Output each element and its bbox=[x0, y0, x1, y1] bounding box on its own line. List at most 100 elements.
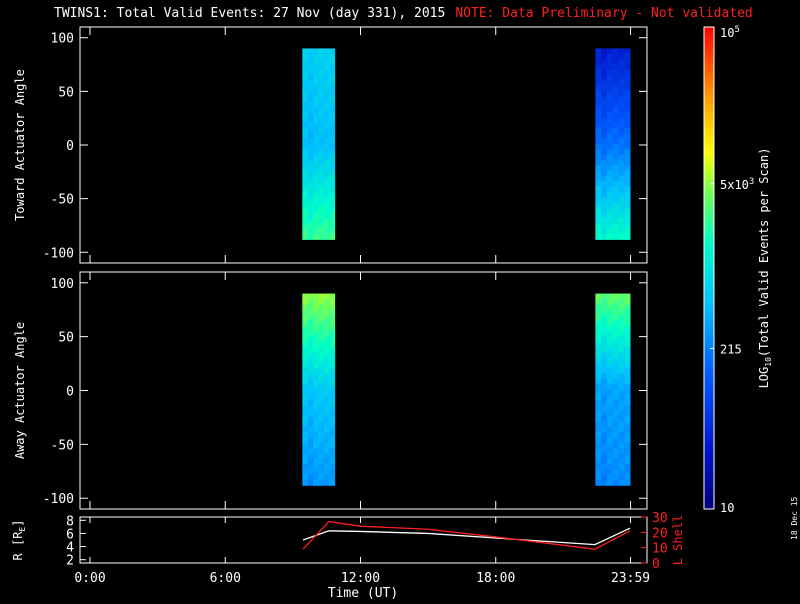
toward-heat-cell bbox=[302, 159, 309, 166]
away-heat-cell bbox=[302, 330, 309, 337]
toward-heat-cell bbox=[618, 143, 625, 150]
away-heat-cell bbox=[307, 378, 314, 385]
time-axis-label: 23:59 bbox=[611, 571, 650, 586]
away-heat-cell bbox=[318, 352, 325, 358]
away-heat-cell bbox=[601, 336, 608, 342]
toward-heat-cell bbox=[307, 186, 314, 193]
away-heat-cell bbox=[601, 314, 608, 321]
away-heat-cell bbox=[618, 298, 625, 305]
away-heat-cell bbox=[618, 304, 625, 311]
toward-heat-cell bbox=[323, 138, 330, 145]
away-heat-cell bbox=[606, 421, 614, 428]
away-heat-cell bbox=[323, 479, 330, 486]
away-heat-cell bbox=[595, 442, 602, 449]
toward-heat-cell bbox=[612, 154, 619, 161]
away-heat-cell bbox=[606, 469, 614, 476]
away-heat-cell bbox=[612, 314, 619, 321]
toward-heat-cell bbox=[329, 128, 336, 134]
toward-heat-cell bbox=[595, 59, 602, 65]
toward-heat-cell bbox=[601, 191, 608, 198]
away-heat-cell bbox=[601, 330, 608, 337]
away-heat-cell bbox=[318, 309, 325, 316]
toward-heat-cell bbox=[302, 74, 309, 81]
away-heat-cell bbox=[595, 410, 602, 417]
toward-heat-cell bbox=[307, 106, 314, 113]
away-heat-cell bbox=[618, 442, 625, 449]
away-heat-cell bbox=[595, 400, 602, 406]
toward-heat-cell bbox=[595, 80, 602, 87]
away-heat-cell bbox=[307, 309, 314, 316]
orbit-y2tick-label: 20 bbox=[652, 526, 668, 541]
away-heat-cell bbox=[601, 325, 608, 332]
away-heat-cell bbox=[318, 368, 325, 374]
toward-heat-cell bbox=[618, 128, 625, 134]
toward-heat-cell bbox=[302, 53, 309, 60]
toward-heat-cell bbox=[307, 154, 314, 161]
toward-heat-cell bbox=[307, 218, 314, 224]
toward-heat-cell bbox=[302, 122, 309, 129]
toward-heat-cell bbox=[323, 207, 330, 214]
away-heat-cell bbox=[307, 330, 314, 337]
away-heat-cell bbox=[313, 405, 319, 412]
toward-heat-cell bbox=[601, 143, 608, 150]
toward-heat-cell bbox=[595, 175, 602, 182]
toward-heat-cell bbox=[318, 207, 325, 214]
toward-heat-cell bbox=[329, 149, 336, 156]
toward-heat-cell bbox=[624, 218, 631, 224]
toward-heat-cell bbox=[624, 133, 631, 140]
toward-heat-cell bbox=[313, 90, 319, 97]
toward-heat-cell bbox=[313, 80, 319, 87]
away-heat-cell bbox=[612, 442, 619, 449]
toward-heat-cell bbox=[624, 138, 631, 145]
toward-heat-cell bbox=[307, 191, 314, 198]
toward-heat-cell bbox=[618, 186, 625, 193]
toward-heat-cell bbox=[618, 138, 625, 145]
away-heat-cell bbox=[323, 469, 330, 476]
toward-heat-cell bbox=[618, 175, 625, 182]
toward-heat-cell bbox=[318, 90, 325, 97]
toward-heat-cell bbox=[624, 48, 631, 55]
away-heat-cell bbox=[307, 442, 314, 449]
toward-heat-cell bbox=[329, 175, 336, 182]
away-heat-cell bbox=[595, 341, 602, 348]
away-heat-cell bbox=[302, 298, 309, 305]
away-heat-cell bbox=[318, 437, 325, 444]
toward-heat-cell bbox=[318, 154, 325, 161]
away-heat-cell bbox=[329, 448, 336, 454]
toward-heat-cell bbox=[612, 74, 619, 81]
toward-heat-cell bbox=[323, 53, 330, 60]
toward-heat-cell bbox=[606, 165, 614, 171]
away-heat-cell bbox=[313, 432, 319, 438]
colorbar-label-end: (Total Valid Events per Scan) bbox=[757, 148, 771, 358]
orbit-ytick-label: 6 bbox=[66, 527, 74, 542]
away-heat-cell bbox=[612, 362, 619, 369]
away-heat-cell bbox=[307, 416, 314, 422]
toward-heat-cell bbox=[601, 228, 608, 235]
toward-heat-cell bbox=[318, 59, 325, 65]
toward-heat-cell bbox=[624, 122, 631, 129]
x-axis-title: Time (UT) bbox=[328, 586, 398, 600]
toward-heat-cell bbox=[618, 202, 625, 209]
toward-heat-cell bbox=[329, 59, 336, 65]
away-heat-cell bbox=[624, 368, 631, 374]
toward-heat-cell bbox=[302, 143, 309, 150]
toward-heat-cell bbox=[313, 228, 319, 235]
toward-heat-cell bbox=[601, 170, 608, 177]
away-heat-cell bbox=[595, 384, 602, 390]
away-heat-cell bbox=[323, 448, 330, 454]
away-heat-cell bbox=[595, 368, 602, 374]
toward-heat-cell bbox=[606, 117, 614, 124]
toward-heat-cell bbox=[302, 207, 309, 214]
toward-heat-cell bbox=[618, 53, 625, 60]
toward-heat-cell bbox=[323, 143, 330, 150]
away-heat-cell bbox=[323, 394, 330, 401]
away-heat-cell bbox=[329, 352, 336, 358]
toward-heat-cell bbox=[307, 175, 314, 182]
toward-heat-cell bbox=[606, 59, 614, 65]
away-heat-cell bbox=[329, 416, 336, 422]
away-heat-cell bbox=[606, 330, 614, 337]
away-heat-cell bbox=[601, 469, 608, 476]
away-heat-cell bbox=[329, 389, 336, 396]
away-heat-cell bbox=[313, 448, 319, 454]
toward-heat-cell bbox=[595, 117, 602, 124]
